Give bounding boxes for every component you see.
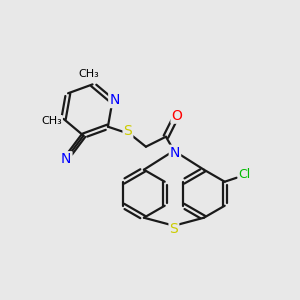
Text: Cl: Cl <box>238 168 251 181</box>
Text: N: N <box>61 152 71 166</box>
Text: CH₃: CH₃ <box>41 116 62 126</box>
Text: O: O <box>172 109 182 123</box>
Text: N: N <box>109 93 120 107</box>
Text: S: S <box>169 222 178 236</box>
Text: N: N <box>170 146 180 160</box>
Text: S: S <box>124 124 132 138</box>
Text: CH₃: CH₃ <box>78 69 99 80</box>
